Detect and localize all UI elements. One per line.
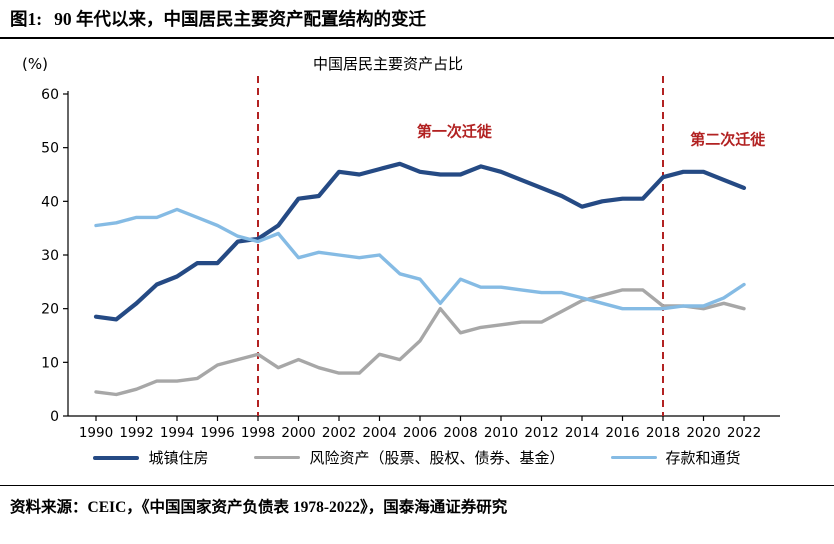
legend-swatch-risk-assets	[254, 456, 301, 460]
annotation-2: 第二次迁徙	[690, 130, 766, 148]
series-line-0	[93, 161, 747, 322]
legend-item-urban-housing: 城镇住房	[93, 447, 208, 468]
x-tick-label: 2008	[443, 425, 477, 439]
x-tick-label: 2002	[322, 425, 356, 439]
series-line-1	[94, 288, 746, 397]
y-tick-label: 20	[41, 302, 59, 318]
y-tick-label: 50	[41, 141, 59, 157]
x-tick-label: 2010	[484, 425, 518, 439]
x-tick-label: 1996	[200, 425, 234, 439]
x-tick-label: 2014	[565, 425, 599, 439]
legend-item-deposits-currency: 存款和通货	[610, 447, 741, 468]
chart-title: 中国居民主要资产占比	[313, 55, 463, 73]
y-tick-label: 0	[50, 409, 59, 425]
y-tick-label: 60	[41, 87, 59, 103]
x-tick-label: 2006	[403, 425, 437, 439]
series-line-2	[94, 207, 746, 311]
x-tick-label: 1990	[79, 425, 113, 439]
legend-label-urban-housing: 城镇住房	[148, 449, 209, 468]
y-tick-label: 30	[41, 248, 59, 264]
line-chart-canvas: 0 10 20 30 40 50 60 1990 1992 1994 1996 1998 2000 200…	[22, 55, 780, 439]
figure-header: 图1: 90 年代以来，中国居民主要资产配置结构的变迁	[0, 0, 834, 39]
x-tick-label: 2012	[524, 425, 558, 439]
figure-title: 90 年代以来，中国居民主要资产配置结构的变迁	[54, 9, 426, 29]
x-tick-label: 2018	[646, 425, 680, 439]
legend-swatch-urban-housing	[93, 455, 140, 460]
legend-swatch-deposits-currency	[610, 456, 657, 460]
x-tick-label: 2004	[362, 425, 396, 439]
x-tick-label: 2016	[605, 425, 639, 439]
x-tick-label: 1998	[241, 425, 275, 439]
y-unit-label: (%)	[22, 55, 48, 73]
x-tick-label: 2020	[686, 425, 720, 439]
x-tick-label: 1994	[160, 425, 194, 439]
y-tick-label: 10	[41, 355, 59, 371]
chart-legend: 城镇住房 风险资产（股票、股权、债券、基金） 存款和通货	[0, 439, 834, 477]
source-note: 资料来源：CEIC，《中国国家资产负债表 1978-2022》，国泰海通证券研究	[0, 484, 834, 517]
x-tick-label: 2000	[281, 425, 315, 439]
annotation-1: 第一次迁徙	[417, 122, 493, 140]
legend-item-risk-assets: 风险资产（股票、股权、债券、基金）	[254, 447, 565, 468]
x-tick-label: 1992	[119, 425, 153, 439]
y-tick-label: 40	[41, 194, 59, 210]
legend-label-risk-assets: 风险资产（股票、股权、债券、基金）	[309, 449, 565, 468]
x-tick-label: 2022	[727, 425, 761, 439]
figure-label: 图1:	[10, 9, 43, 29]
legend-label-deposits-currency: 存款和通货	[665, 449, 741, 468]
